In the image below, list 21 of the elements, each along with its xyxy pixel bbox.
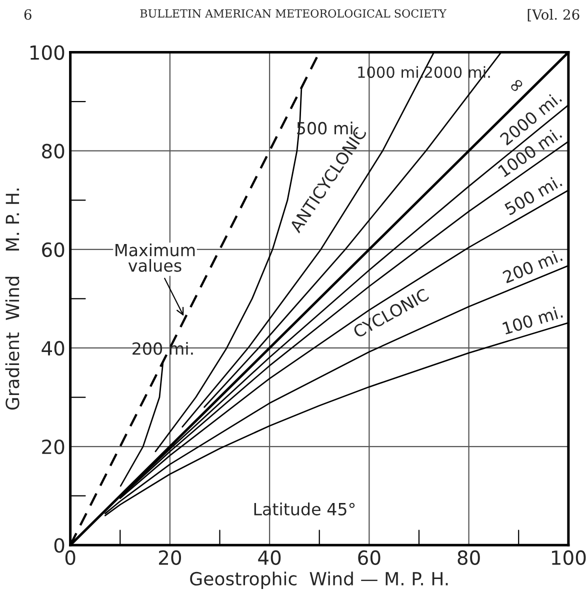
y-axis-title: Gradient Wind M. P. H. (5, 188, 20, 410)
x-tick-label: 40 (258, 550, 281, 566)
text: ∞ (510, 78, 524, 92)
x-axis-title: Geostrophic Wind — M. P. H. (190, 572, 448, 590)
x-tick-label: 80 (458, 550, 480, 566)
x-tick-label: 20 (158, 550, 182, 566)
text: 200 mi. (502, 248, 563, 284)
y-tick-label: 80 (42, 144, 64, 159)
text: BULLETIN AMERICAN METEOROLOGICAL SOCIETY (140, 9, 446, 18)
y-tick-label: 20 (42, 440, 64, 454)
y-tick-label: 100 (30, 45, 64, 60)
text: 100 mi. (502, 305, 563, 335)
y-tick-label: 40 (42, 340, 64, 356)
x-tick-label: 100 (552, 550, 586, 566)
x-tick-label: 60 (358, 550, 380, 566)
y-tick-label: 60 (42, 242, 64, 258)
x-tick-label: 0 (65, 550, 76, 566)
text: 6 (24, 9, 32, 20)
y-tick-label: 0 (54, 538, 64, 553)
annotation: Maximum values (116, 243, 195, 272)
text: [Vol. 26 (528, 9, 580, 22)
